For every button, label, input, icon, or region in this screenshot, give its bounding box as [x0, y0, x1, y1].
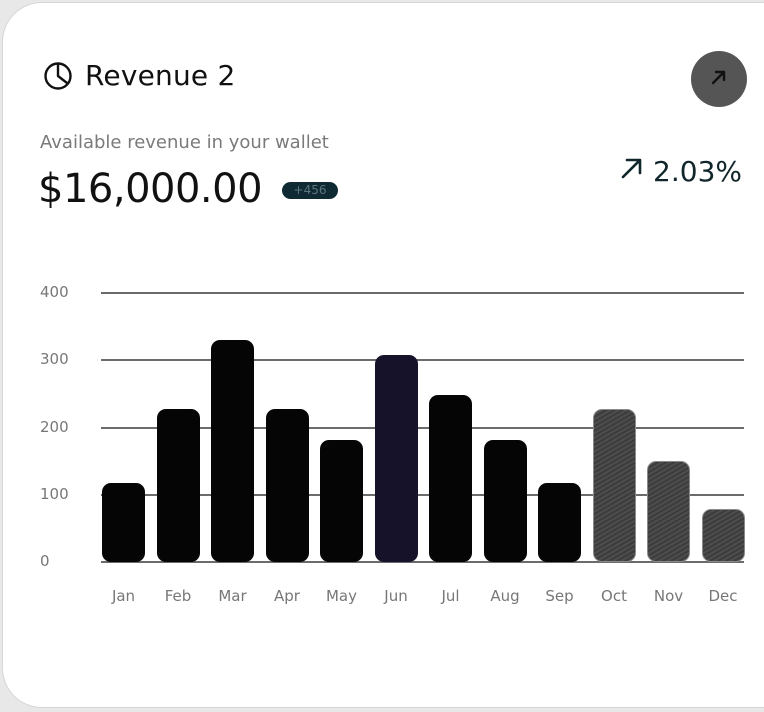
x-axis-label: Mar — [218, 587, 247, 605]
x-axis-label: Jun — [384, 587, 408, 605]
y-axis-label: 400 — [40, 283, 69, 301]
x-axis-label: Sep — [545, 587, 574, 605]
bar-apr[interactable] — [265, 408, 309, 562]
bar-may[interactable] — [320, 440, 363, 562]
y-axis-label: 0 — [40, 552, 50, 570]
card-header: Revenue 2 — [43, 59, 235, 92]
y-axis-label: 100 — [40, 484, 69, 503]
gridline — [101, 359, 744, 362]
open-details-button[interactable] — [691, 51, 747, 107]
revenue-amount: $16,000.00 — [38, 166, 263, 212]
gridline — [101, 561, 744, 563]
wallet-subtitle: Available revenue in your wallet — [40, 132, 329, 153]
bar-dec[interactable] — [701, 508, 745, 562]
bar-jul[interactable] — [429, 394, 472, 562]
arrow-up-right-icon — [619, 155, 645, 188]
x-axis-label: Apr — [274, 587, 300, 605]
bar-jun[interactable] — [374, 354, 418, 562]
x-axis-label: Dec — [708, 587, 738, 605]
bar-mar[interactable] — [211, 340, 254, 562]
y-axis-label: 200 — [40, 417, 69, 436]
y-axis-label: 300 — [40, 350, 69, 369]
change-badge: +456 — [282, 182, 338, 199]
arrow-up-right-icon — [710, 68, 728, 90]
bar-aug[interactable] — [483, 440, 527, 562]
x-axis-label: Aug — [490, 587, 520, 605]
bar-sep[interactable] — [538, 482, 581, 562]
bar-oct[interactable] — [592, 408, 636, 562]
gridline — [101, 292, 744, 294]
card-title: Revenue 2 — [85, 59, 236, 92]
percent-change-value: 2.03% — [653, 155, 742, 188]
x-axis-label: Oct — [601, 587, 627, 605]
percent-change: 2.03% — [619, 155, 742, 188]
x-axis-label: Jan — [111, 587, 136, 605]
x-axis-label: Nov — [653, 587, 684, 605]
gridline — [101, 493, 744, 496]
bar-feb[interactable] — [156, 408, 200, 562]
x-axis-label: Feb — [164, 587, 192, 605]
pie-chart-icon — [43, 61, 73, 91]
bar-nov[interactable] — [647, 461, 690, 562]
x-axis-label: Jul — [441, 587, 460, 605]
bar-jan[interactable] — [102, 482, 145, 562]
x-axis-label: May — [325, 587, 357, 605]
gridline — [101, 426, 744, 429]
